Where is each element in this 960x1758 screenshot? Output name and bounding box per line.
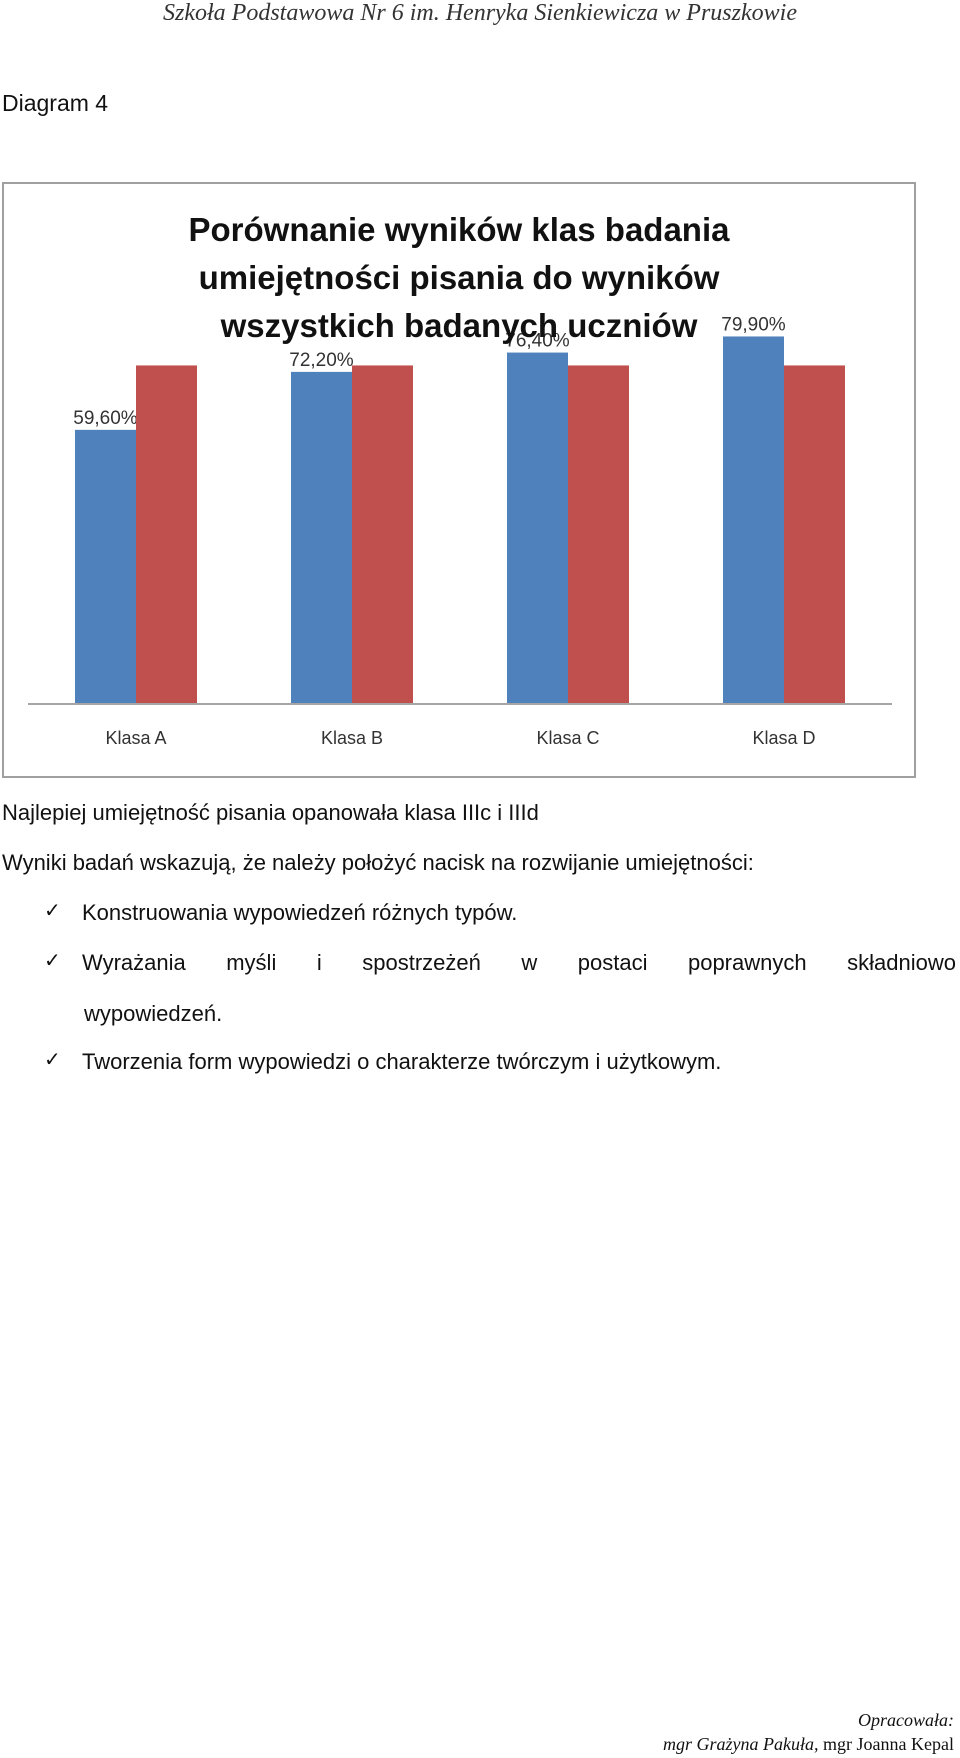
bar-overall-result [136,365,197,704]
bar-overall-result [568,365,629,704]
chart-title: Porównanie wyników klas badania umiejętn… [4,206,914,350]
bar-chart: 59,60% Klasa A 72,20% Klasa B 76,40% Klasa C 7… [28,314,892,748]
data-label: 72,20% [289,350,354,371]
bar-class-result [291,371,352,704]
data-label: 59,60% [73,408,138,429]
diagram-label: Diagram 4 [2,90,109,116]
bullet-word: składniowo [847,950,956,975]
bar-class-result [723,336,784,704]
data-label: 79,90% [721,314,786,335]
bullet-word: postaci [577,950,648,975]
bar-class-result [507,352,568,704]
footer-author-1: mgr Grażyna Pakuła, [663,1734,819,1754]
page-header: Szkoła Podstawowa Nr 6 im. Henryka Sienk… [163,0,797,26]
chart-title-line: wszystkich badanych uczniów [220,307,698,344]
checkmark-icon: ✓ [44,1047,61,1071]
chart-container: 59,60% Klasa A 72,20% Klasa B 76,40% Klasa C 7… [2,182,916,778]
bullet-item: Tworzenia form wypowiedzi o charakterze … [82,1049,722,1074]
bullet-word: i [316,950,322,975]
bullet-word: spostrzeżeń [362,950,481,975]
chart-title-line: umiejętności pisania do wyników [198,259,720,296]
bullet-word: myśli [226,950,277,975]
bullet-item-justified: Wyrażania myśli i spostrzeżeń w postaci … [82,950,956,976]
bullet-word: poprawnych [687,950,807,975]
bar-overall-result [784,365,845,704]
bullet-word: Wyrażania [82,950,186,975]
bullet-word: w [521,950,538,975]
footer-authors: mgr Grażyna Pakuła, mgr Joanna Kepal [663,1734,954,1755]
footer-author-2: mgr Joanna Kepal [823,1734,954,1754]
footer-prepared-by: Opracowała: [858,1710,954,1730]
bar-overall-result [352,365,413,704]
x-tick-label: Klasa D [752,728,815,748]
summary-line: Najlepiej umiejętność pisania opanowała … [2,800,539,825]
chart-title-line: Porównanie wyników klas badania [188,211,730,248]
checkmark-icon: ✓ [44,948,61,972]
bullet-item-continuation: wypowiedzeń. [84,1001,223,1026]
data-label: 76,40% [505,331,570,352]
bullet-item: Konstruowania wypowiedzeń różnych typów. [82,900,518,925]
bar-class-result [75,429,136,704]
x-tick-label: Klasa B [321,728,383,748]
recommendation-line: Wyniki badań wskazują, że należy położyć… [2,850,754,875]
x-tick-label: Klasa C [536,728,599,748]
footer-label: Opracowała: [858,1710,954,1731]
checkmark-icon: ✓ [44,898,61,922]
x-tick-label: Klasa A [105,728,166,748]
